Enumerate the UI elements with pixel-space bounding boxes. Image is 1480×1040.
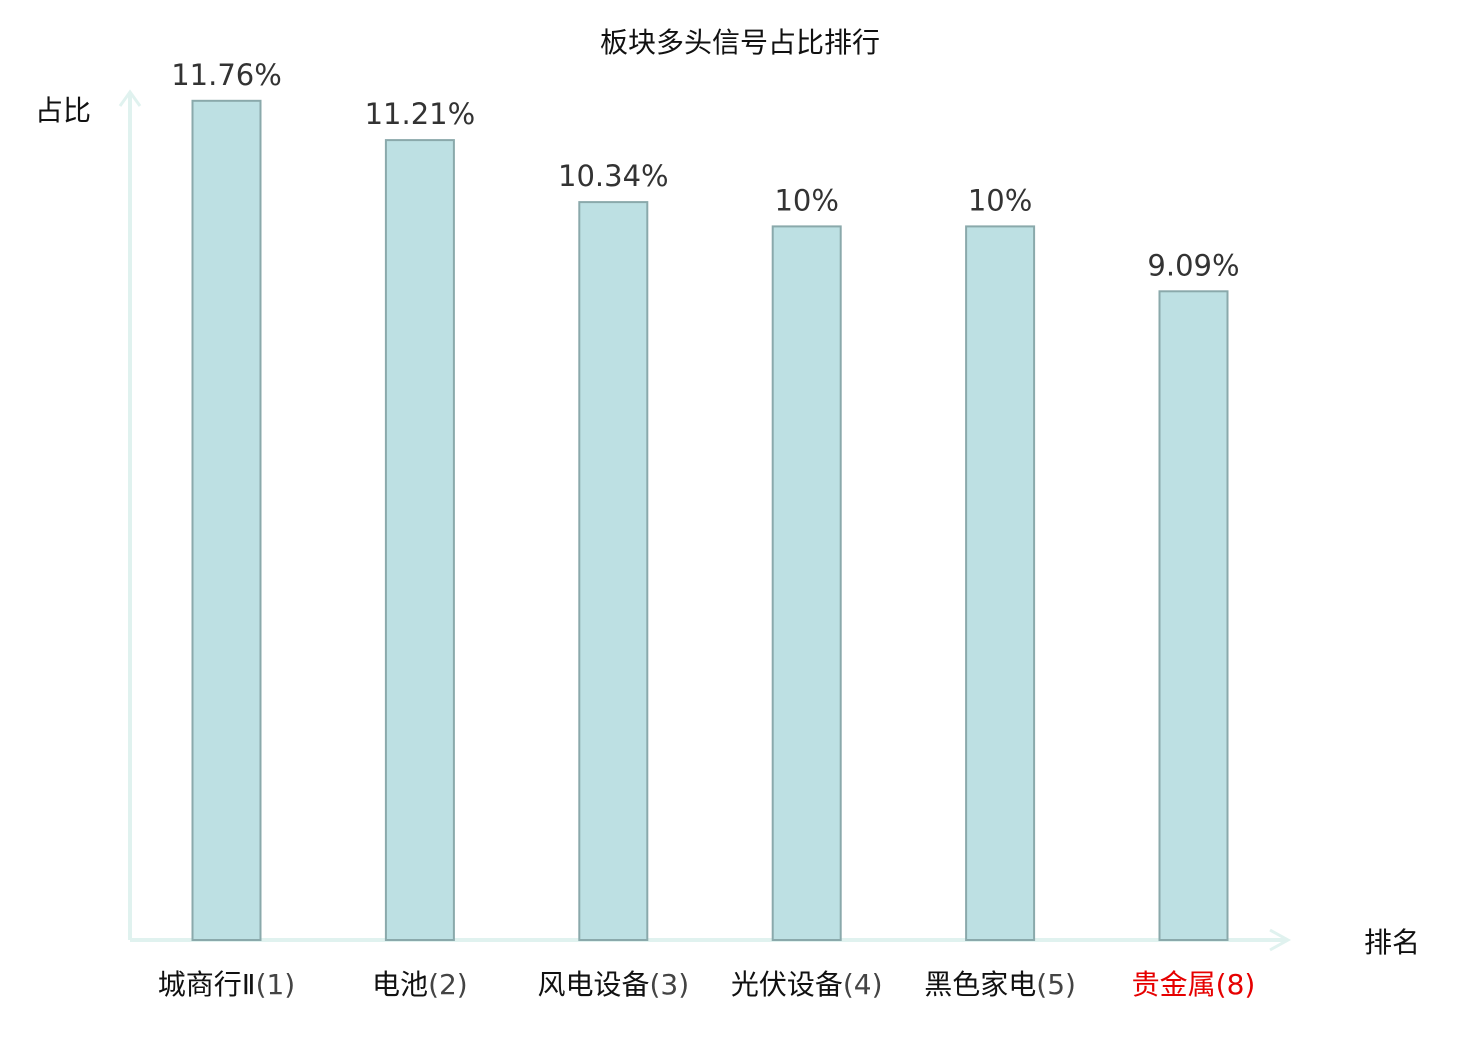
y-axis-label: 占比 xyxy=(35,94,91,127)
bar xyxy=(965,225,1036,941)
bar xyxy=(578,201,649,942)
x-axis-label: 排名 xyxy=(1364,926,1420,959)
bar xyxy=(384,139,455,942)
chart-title: 板块多头信号占比排行 xyxy=(600,26,880,59)
x-axis xyxy=(130,928,1292,952)
data-label: 11.76% xyxy=(171,58,282,92)
x-tick-rank: (4) xyxy=(843,968,883,1001)
data-label: 9.09% xyxy=(1147,248,1239,282)
x-tick-category: 光伏设备 xyxy=(731,968,843,1001)
data-label: 10% xyxy=(968,183,1032,217)
x-tick-label: 风电设备(3) xyxy=(537,968,689,1001)
x-tick-label: 光伏设备(4) xyxy=(731,968,883,1001)
x-tick-labels-group: 城商行Ⅱ(1) 电池(2) 风电设备(3) 光伏设备(4) 黑色家电(5) 贵金属(8) xyxy=(158,968,1256,1001)
data-label: 10% xyxy=(774,183,838,217)
x-tick-category: 风电设备 xyxy=(537,968,649,1001)
x-tick-label: 城商行Ⅱ(1) xyxy=(158,968,295,1001)
x-tick-rank: (1) xyxy=(256,968,296,1001)
x-tick-category: 贵金属 xyxy=(1132,968,1216,1001)
x-tick-label: 黑色家电(5) xyxy=(924,968,1076,1001)
y-axis-arrow-icon xyxy=(118,89,142,107)
x-tick-category: 黑色家电 xyxy=(924,968,1036,1001)
x-tick-category: 城商行Ⅱ xyxy=(158,968,256,1001)
bar xyxy=(1158,290,1229,941)
x-tick-label: 贵金属(8) xyxy=(1132,968,1256,1001)
x-axis-arrow-icon xyxy=(1269,928,1292,952)
bar xyxy=(771,225,842,941)
value-labels-group: 11.76% 11.21% 10.34% 10% 10% 9.09% xyxy=(171,58,1239,282)
x-tick-rank: (2) xyxy=(428,968,468,1001)
x-tick-label: 电池(2) xyxy=(372,968,468,1001)
x-tick-rank: (8) xyxy=(1216,968,1256,1001)
bar xyxy=(191,99,262,942)
x-tick-category: 电池 xyxy=(372,968,428,1001)
x-tick-rank: (3) xyxy=(649,968,689,1001)
y-axis xyxy=(118,89,142,940)
data-label: 11.21% xyxy=(365,97,476,131)
bars-group xyxy=(191,99,1229,942)
x-tick-rank: (5) xyxy=(1036,968,1076,1001)
data-label: 10.34% xyxy=(558,159,669,193)
